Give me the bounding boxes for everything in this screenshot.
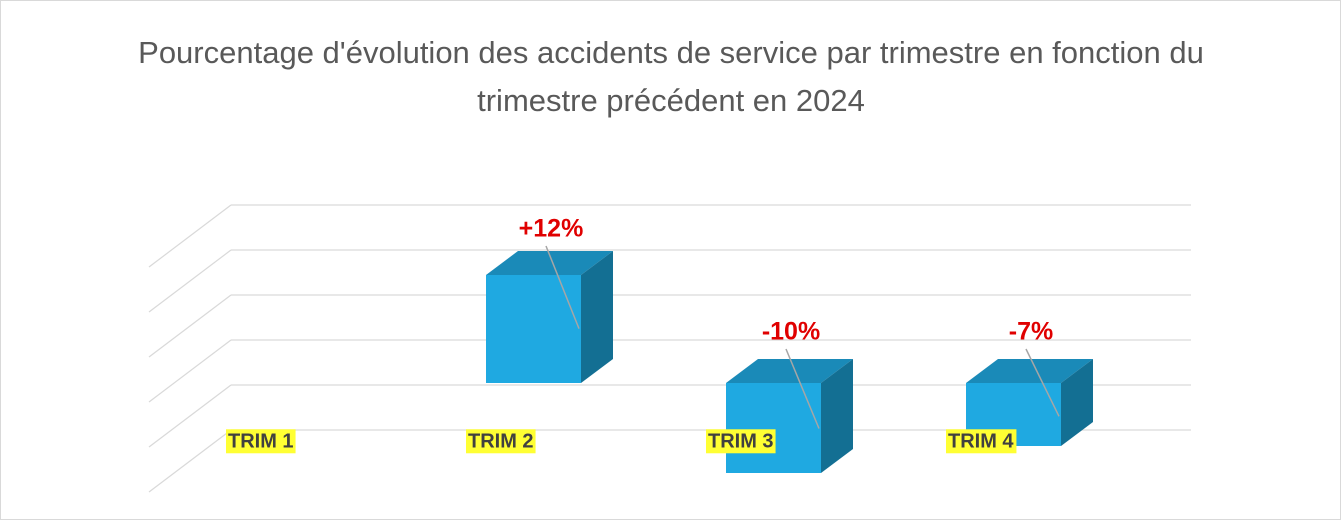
bar-side [821, 359, 853, 473]
grid-line-floor [148, 294, 232, 358]
grid-line-floor [148, 429, 232, 493]
label-highlight [946, 429, 1017, 454]
leader-line [1025, 348, 1060, 417]
bar-front [486, 275, 581, 383]
bar-side [581, 251, 613, 383]
grid-line-floor [148, 339, 232, 403]
x-tick-label: TRIM 1 [228, 430, 294, 452]
leader-line [545, 245, 580, 329]
bar-top [966, 359, 1093, 383]
label-highlight [706, 429, 776, 454]
bar-top [726, 359, 853, 383]
value-label: -7% [1009, 318, 1053, 346]
bar-top [486, 251, 613, 275]
label-highlight [466, 429, 536, 454]
x-tick-label: TRIM 2 [468, 430, 534, 452]
bar-front [726, 383, 821, 473]
value-label: +12% [519, 215, 584, 243]
grid-line-floor [148, 249, 232, 313]
grid-line-floor [148, 204, 232, 268]
label-highlight [226, 429, 296, 454]
bar [486, 251, 613, 383]
value-label: -10% [762, 318, 820, 346]
bar [726, 359, 853, 473]
bar-side [1061, 359, 1093, 446]
leader-line [785, 348, 820, 429]
chart-title: Pourcentage d'évolution des accidents de… [138, 35, 1204, 118]
x-tick-label: TRIM 3 [708, 430, 774, 452]
grid-line-floor [148, 384, 232, 448]
x-tick-label: TRIM 4 [948, 430, 1014, 452]
